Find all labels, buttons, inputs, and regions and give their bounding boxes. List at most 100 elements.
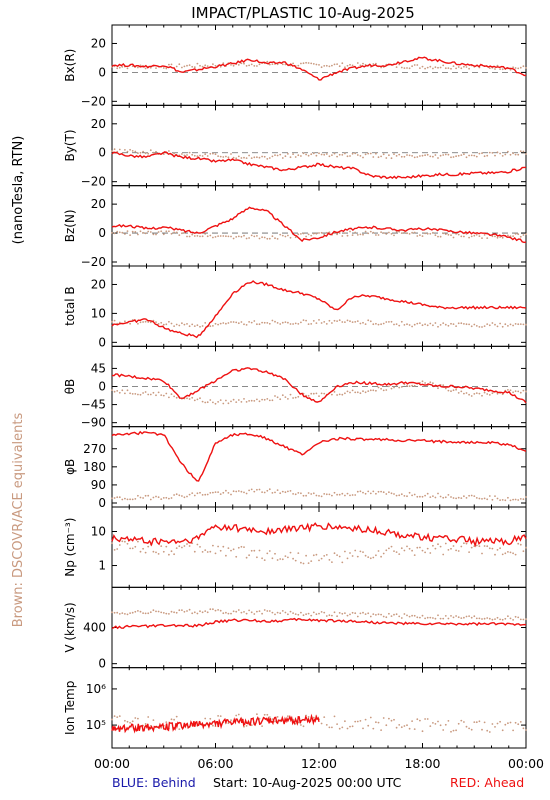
- ace-point: [237, 235, 240, 238]
- ace-point: [294, 156, 297, 158]
- ace-point: [406, 232, 408, 235]
- ace-point: [460, 719, 463, 722]
- ace-point: [155, 551, 157, 554]
- ace-point: [331, 64, 333, 67]
- ace-point: [483, 155, 486, 158]
- ace-point: [470, 395, 473, 397]
- ace-point: [519, 391, 522, 394]
- ace-point: [413, 493, 416, 496]
- ace-point: [320, 153, 323, 156]
- ace-point: [465, 392, 468, 394]
- ace-point: [305, 153, 307, 156]
- ace-point: [408, 727, 411, 730]
- ace-point: [504, 617, 507, 620]
- ace-point: [444, 323, 447, 326]
- ace-point: [196, 612, 199, 615]
- ace-point: [393, 613, 395, 616]
- ace-point: [307, 233, 310, 236]
- ace-point: [134, 498, 137, 500]
- ace-point: [294, 396, 297, 399]
- ace-point: [452, 323, 455, 325]
- ace-point: [494, 68, 496, 70]
- ace-point: [144, 723, 147, 725]
- ace-point: [447, 549, 450, 551]
- ace-point: [514, 233, 517, 235]
- ace-point: [320, 611, 323, 613]
- ace-point: [240, 611, 243, 614]
- ace-point: [214, 322, 217, 325]
- ahead-series-line: [111, 617, 527, 630]
- y-tick-label: 20: [91, 36, 106, 50]
- ace-point: [302, 152, 305, 155]
- ace-point: [450, 322, 452, 325]
- ace-point: [499, 68, 501, 70]
- ace-point: [400, 386, 403, 388]
- ace-point: [424, 67, 426, 70]
- ace-point: [424, 718, 426, 720]
- x-tick-label: 00:00: [508, 756, 544, 771]
- ace-point: [253, 613, 256, 615]
- y-tick-label: 10⁵: [86, 718, 106, 732]
- ace-point: [232, 64, 235, 67]
- ace-point: [232, 321, 235, 323]
- ace-point: [307, 394, 310, 397]
- ace-point: [408, 324, 411, 326]
- ace-point: [300, 492, 302, 495]
- ace-point: [367, 612, 370, 615]
- ace-point: [248, 554, 251, 557]
- ace-point: [271, 611, 274, 614]
- ace-point: [421, 495, 424, 498]
- ace-point: [400, 726, 403, 729]
- ace-point: [219, 549, 222, 552]
- ace-point: [310, 493, 313, 495]
- ace-point: [403, 495, 406, 497]
- ace-point: [199, 491, 201, 494]
- ace-point: [328, 155, 331, 158]
- ace-point: [439, 545, 442, 548]
- ace-point: [181, 66, 183, 69]
- ace-point: [245, 401, 248, 403]
- ace-point: [501, 499, 504, 501]
- ace-point: [411, 65, 413, 68]
- ace-point: [421, 65, 424, 68]
- ace-point: [512, 619, 514, 621]
- ace-point: [152, 719, 155, 721]
- ace-point: [126, 67, 129, 70]
- ace-point: [199, 154, 201, 157]
- ace-point: [429, 725, 432, 727]
- ace-point: [475, 497, 478, 499]
- ace-point: [403, 67, 406, 69]
- units-label: (nanoTesla, RTN): [11, 136, 26, 245]
- ace-point: [346, 319, 349, 322]
- ace-point: [328, 319, 331, 322]
- ace-point: [292, 323, 294, 325]
- ace-point: [439, 617, 442, 620]
- ace-point: [152, 609, 155, 612]
- ace-point: [393, 323, 395, 326]
- ace-point: [243, 398, 245, 400]
- ace-point: [364, 391, 367, 394]
- ace-point: [237, 155, 240, 158]
- ace-point: [509, 499, 512, 502]
- ace-point: [284, 155, 287, 158]
- ace-point: [359, 322, 362, 325]
- ace-point: [341, 612, 344, 615]
- ace-point: [463, 495, 465, 498]
- ace-point: [116, 496, 119, 499]
- ace-point: [452, 497, 455, 499]
- ace-point: [289, 236, 292, 239]
- ace-point: [186, 610, 188, 612]
- ace-point: [281, 321, 284, 324]
- ace-point: [359, 550, 362, 553]
- ace-point: [201, 400, 204, 403]
- ace-point: [478, 235, 481, 238]
- ace-point: [411, 494, 413, 497]
- ace-point: [444, 387, 447, 390]
- panel-ylabel: Ion Temp: [63, 681, 77, 735]
- ace-point: [149, 611, 152, 614]
- ace-point: [162, 497, 165, 499]
- ace-point: [294, 723, 297, 725]
- ace-point: [294, 236, 297, 239]
- ace-point: [165, 67, 168, 70]
- ace-point: [336, 155, 338, 158]
